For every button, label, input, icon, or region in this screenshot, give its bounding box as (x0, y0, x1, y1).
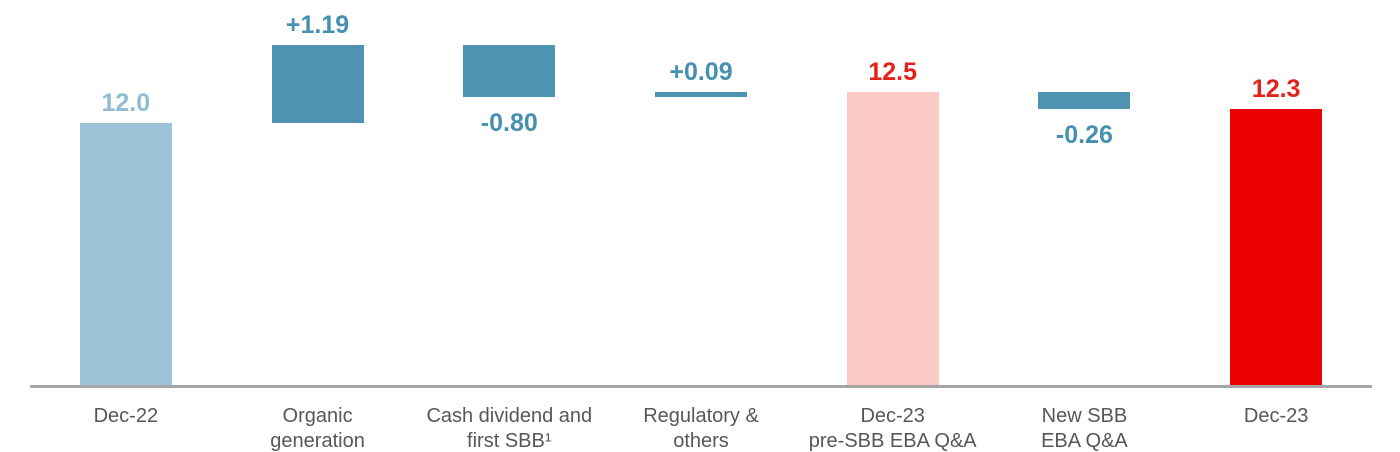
category-label-line: first SBB¹ (467, 430, 552, 452)
category-label-line: generation (270, 430, 365, 452)
value-label-2: +1.19 (285, 11, 350, 40)
value-label-1: 12.0 (101, 89, 151, 117)
category-label-line: Regulatory & (643, 405, 759, 427)
waterfall-bar-4 (655, 91, 747, 98)
waterfall-bar-5 (846, 91, 939, 385)
category-label-line: Dec-23 (1243, 405, 1309, 427)
category-label-4: Regulatory & others (596, 404, 806, 452)
category-label-2: Organic generation (213, 404, 423, 452)
value-label-5: 12.5 (868, 57, 918, 86)
category-label-line: Organic (282, 405, 353, 427)
value-label-7: 12.3 (1251, 74, 1301, 103)
waterfall-bar-1 (79, 123, 172, 385)
category-label-7: Dec-23 (1171, 404, 1381, 429)
category-label-line: pre-SBB EBA Q&A (808, 430, 977, 452)
category-label-1: Dec-22 (21, 404, 231, 429)
waterfall-bar-7 (1230, 108, 1323, 385)
value-label-3: -0.80 (480, 109, 538, 138)
category-label-line: Dec-23 (860, 405, 925, 427)
category-label-5: Dec-23 pre-SBB EBA Q&A (788, 404, 998, 452)
category-label-line: Cash dividend and (426, 405, 593, 427)
category-label-line: others (673, 430, 729, 452)
value-label-6: -0.26 (1055, 120, 1113, 149)
value-label-4: +0.09 (669, 57, 733, 86)
category-label-3: Cash dividend and first SBB¹ (404, 404, 614, 452)
waterfall-bar-2 (271, 45, 364, 123)
waterfall-bar-6 (1038, 91, 1131, 109)
waterfall-bar-3 (463, 45, 556, 98)
category-label-6: New SBB EBA Q&A (979, 404, 1189, 452)
category-label-line: EBA Q&A (1041, 430, 1128, 452)
x-axis-line (30, 385, 1372, 388)
category-label-line: New SBB (1041, 405, 1128, 427)
category-label-line: Dec-22 (93, 405, 159, 427)
